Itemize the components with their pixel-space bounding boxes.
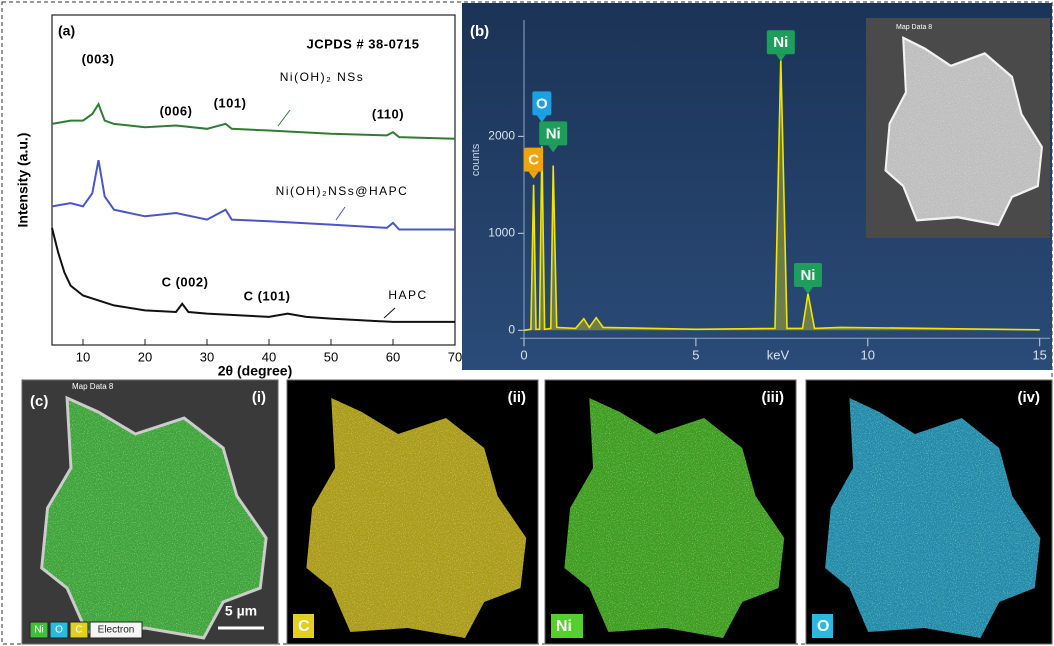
map-label: Map Data 8 [72,382,114,391]
peak-annotation: (006) [160,103,193,118]
sem-inset: Map Data 8 [866,18,1050,238]
map-panel: (i) Ni O C Electron 5 µm Map Data 8 (c) [22,380,278,644]
series-label: HAPC [388,288,427,302]
peak-annotation: C (101) [244,288,291,303]
scale-bar-label: 5 µm [225,603,257,619]
element-tag-label: O [536,95,548,112]
peak-annotation: C (002) [162,274,209,289]
x-axis-label: keV [767,347,790,362]
element-badge-label: Ni [556,618,572,635]
legend-label: Ni [34,625,43,636]
map-index: (i) [252,389,266,406]
peak-annotation: (003) [82,51,115,66]
x-tick-label: 0 [520,347,527,362]
x-tick-label: 20 [138,349,152,364]
map-index: (iii) [762,389,785,406]
map-panel: (iv) O [806,380,1052,644]
legend-label: O [55,625,63,636]
y-axis-label: counts [470,143,482,176]
inset-label: Map Data 8 [896,24,932,31]
y-tick-label: 2000 [488,129,515,143]
element-badge-label: O [817,618,829,635]
x-tick-label: 10 [861,347,875,362]
x-axis-label: 2θ (degree) [218,363,292,379]
x-tick-label: 5 [692,347,699,362]
y-axis-label: Intensity (a.u.) [15,133,31,228]
map-panel: (ii) C [287,380,538,644]
map-panel: (iii) Ni [545,380,796,644]
leader-line [278,110,290,126]
map-index: (iv) [1018,389,1041,406]
series-label: Ni(OH)₂NSs@HAPC [276,184,409,198]
element-tag-label: C [528,152,539,169]
map-index: (ii) [508,389,526,406]
series-label: Ni(OH)₂ NSs [280,70,365,84]
panel-label: (b) [470,23,489,40]
element-tag-label: Ni [546,125,561,142]
y-tick-label: 0 [508,322,515,336]
element-tag-label: Ni [773,34,788,51]
peak-annotation: (101) [214,95,247,110]
x-tick-label: 70 [448,349,462,364]
x-tick-label: 50 [324,349,338,364]
element-badge-label: C [298,618,310,635]
peak-annotation: JCPDS # 38-0715 [306,36,419,51]
panel-label: (a) [58,23,75,39]
y-tick-label: 1000 [488,226,515,240]
x-tick-label: 10 [76,349,90,364]
page: {"chart_data": [ {"type": "line", "panel… [0,0,1054,646]
leader-line [384,308,395,318]
legend-label: Electron [98,625,135,636]
element-tag-label: Ni [800,267,815,284]
leader-line [336,207,345,220]
figure: 102030405060702θ (degree)Intensity (a.u.… [0,0,1054,646]
peak-annotation: (110) [372,106,404,121]
x-tick-label: 30 [200,349,214,364]
legend-label: C [75,625,82,636]
x-tick-label: 15 [1032,347,1046,362]
panel-label: (c) [30,393,48,410]
x-tick-label: 60 [386,349,400,364]
